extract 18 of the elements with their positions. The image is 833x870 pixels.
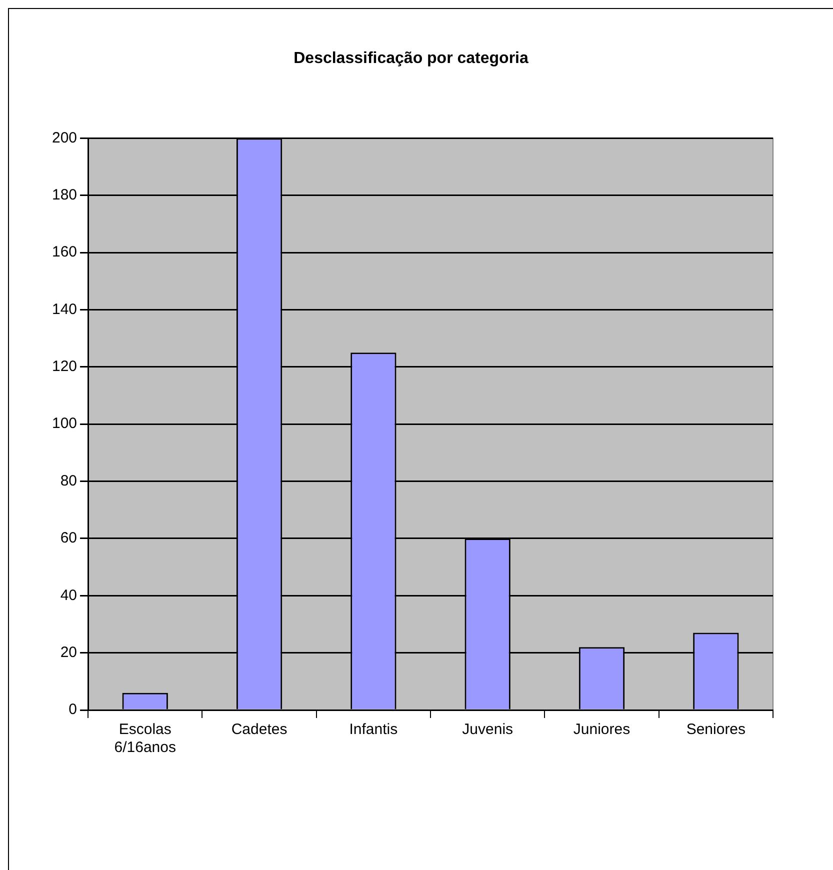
x-tick-label: Juvenis bbox=[462, 721, 514, 738]
x-tick-label: Seniores bbox=[686, 721, 746, 738]
y-tick-label: 40 bbox=[60, 586, 78, 604]
y-tick-label: 180 bbox=[52, 186, 78, 204]
x-tick-label: Cadetes bbox=[231, 721, 288, 738]
x-tick-label: Infantis bbox=[349, 721, 398, 738]
y-tick-label: 160 bbox=[52, 244, 78, 261]
y-tick-label: 80 bbox=[60, 472, 78, 490]
y-tick-label: 200 bbox=[52, 129, 78, 146]
chart-title: Desclassificação por categoria bbox=[294, 50, 528, 68]
y-tick-label: 60 bbox=[60, 530, 78, 547]
y-tick-label: 140 bbox=[52, 300, 78, 318]
y-tick-label: 0 bbox=[68, 701, 78, 718]
y-tick-label: 20 bbox=[60, 644, 78, 661]
y-tick-label: 100 bbox=[52, 415, 78, 432]
y-tick-label: 120 bbox=[52, 358, 78, 376]
x-tick-label: Escolas 6/16anos bbox=[114, 721, 176, 756]
x-tick-label: Juniores bbox=[573, 721, 630, 738]
